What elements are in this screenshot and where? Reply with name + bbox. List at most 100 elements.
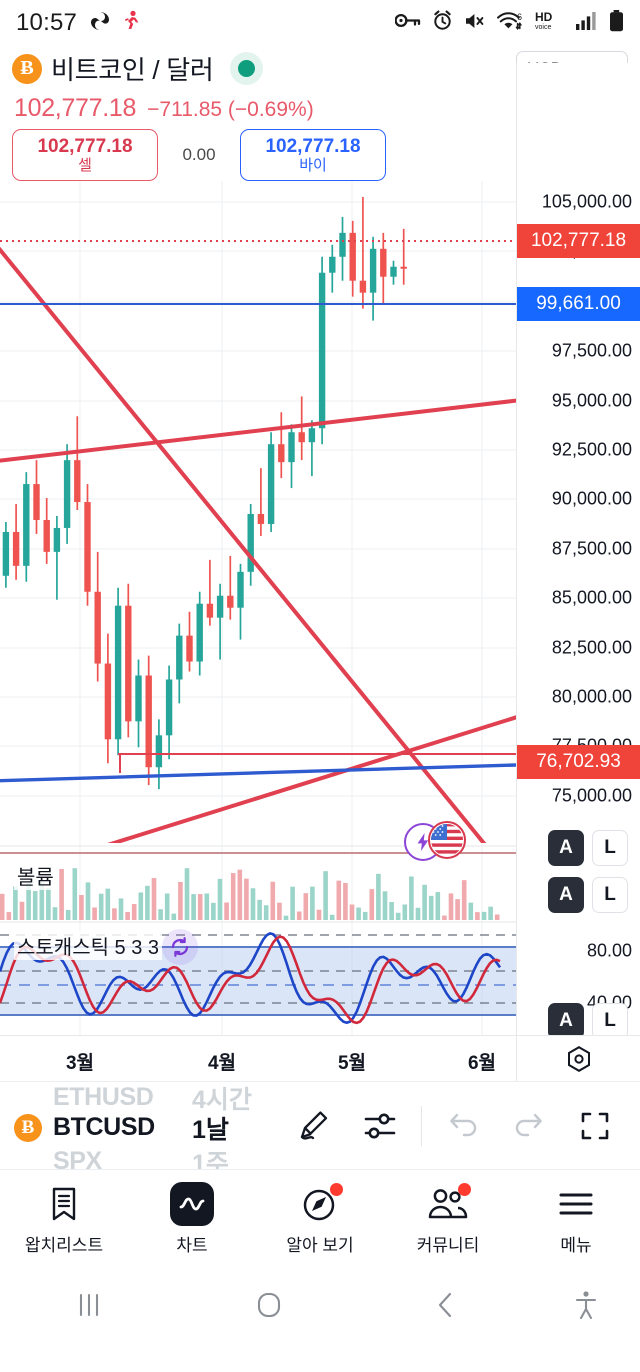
status-bar-system-icons: 6 HD voice (394, 9, 624, 36)
auto-scale-button-volume[interactable]: A (548, 877, 584, 913)
time-scale[interactable]: 3월 4월 5월 6월 (0, 1035, 640, 1082)
bottom-navigation[interactable]: 왑치리스트 차트 알아 보기 커뮤니티 메뉴 (0, 1169, 640, 1269)
nav-menu[interactable]: 메뉴 (512, 1184, 640, 1256)
log-scale-button-stoch-fast[interactable]: L (592, 1003, 628, 1039)
us-flag-event-icon[interactable] (428, 821, 466, 859)
last-price: 102,777.18 (14, 94, 137, 122)
price-tick-9: 82,500.00 (551, 637, 632, 658)
nav-community-label: 커뮤니티 (416, 1235, 480, 1255)
buy-button[interactable]: 102,777.18 바이 (240, 129, 386, 181)
spread-value: 0.00 (182, 145, 216, 164)
auto-scale-button-main[interactable]: A (548, 830, 584, 866)
home-icon[interactable] (177, 1291, 360, 1319)
signal-icon (576, 11, 598, 34)
wifi-6-icon: 6 (497, 11, 524, 35)
symbol-interval-active[interactable]: 1날 (192, 1115, 229, 1144)
settings-sliders-icon[interactable] (349, 1095, 411, 1157)
symbol-ticker-next: SPX (53, 1147, 102, 1169)
price-tick-3: 97,500.00 (551, 340, 632, 361)
undo-icon[interactable] (432, 1095, 494, 1157)
price-tick-8: 85,000.00 (551, 587, 632, 608)
price-tick-0: 105,000.00 (541, 191, 632, 212)
people-icon (426, 1182, 471, 1224)
chart-settings-icon[interactable] (516, 1036, 640, 1082)
nav-chart[interactable]: 차트 (128, 1181, 256, 1256)
blue-level-badge[interactable]: 99,661.00 (517, 287, 640, 321)
nav-community[interactable]: 커뮤니티 (384, 1182, 512, 1256)
chart-wave-icon (170, 1181, 214, 1226)
compass-icon (298, 1182, 343, 1224)
chart-canvas[interactable] (0, 63, 640, 1081)
volume-series (0, 868, 500, 920)
sell-button[interactable]: 102,777.18 셀 (12, 129, 158, 181)
log-scale-button-volume[interactable]: L (592, 877, 628, 913)
scale-toggle-main[interactable]: A L (548, 830, 628, 866)
stoch-level-80: 80.00 (586, 940, 632, 961)
nav-menu-label: 메뉴 (560, 1235, 592, 1255)
hamburger-icon (554, 1184, 598, 1224)
nav-active-indicator (170, 1181, 214, 1226)
accessibility-icon[interactable] (531, 1290, 640, 1320)
toolbar-divider (421, 1105, 422, 1146)
mute-icon (464, 11, 486, 35)
toolbar-icons[interactable] (283, 1095, 626, 1157)
time-tick-2: 5월 (337, 1053, 367, 1074)
stoch-fast-k-line (0, 932, 502, 1025)
chart-area[interactable]: 볼륨 스토캐스틱 5 3 3 스토캐스틱 10 6 6 105,000.00 1… (0, 63, 640, 1139)
chart-toolbar[interactable]: ETHUSD 4시간 Ƀ BTCUSD 1날 SPX 1주 (0, 1081, 640, 1169)
time-tick-1: 4월 (207, 1053, 237, 1074)
time-tick-3: 6월 (467, 1053, 497, 1074)
bitcoin-coin-small-icon: Ƀ (14, 1113, 42, 1142)
price-tick-7: 87,500.00 (551, 538, 632, 559)
refresh-icon-stochastic-fast[interactable] (162, 929, 198, 965)
auto-scale-button-stoch-fast[interactable]: A (548, 1003, 584, 1039)
time-tick-0: 3월 (65, 1053, 95, 1074)
svg-text:voice: voice (535, 24, 551, 31)
stoch-fast-d-line (0, 935, 501, 1025)
status-bar-clock: 10:57 (16, 8, 78, 36)
buy-price: 102,777.18 (265, 135, 361, 157)
swirl-icon (88, 9, 112, 37)
symbol-interval-picker[interactable]: ETHUSD 4시간 Ƀ BTCUSD 1날 SPX 1주 (14, 1082, 275, 1169)
sell-label: 셀 (78, 156, 92, 174)
pane-title-volume[interactable]: 볼륨 (14, 861, 57, 890)
nav-discover-label: 알아 보기 (286, 1235, 354, 1255)
symbol-interval-prev: 4시간 (192, 1085, 252, 1114)
red-level-badge[interactable]: 76,702.93 (517, 745, 640, 779)
market-open-dot (237, 60, 255, 77)
buy-label: 바이 (299, 156, 327, 174)
symbol-row-prev[interactable]: ETHUSD 4시간 (14, 1082, 314, 1116)
sell-price: 102,777.18 (37, 135, 133, 157)
redo-icon[interactable] (498, 1095, 560, 1157)
nav-watchlist[interactable]: 왑치리스트 (0, 1184, 128, 1256)
pencil-icon[interactable] (283, 1095, 345, 1157)
symbol-icon-placeholder (14, 1084, 42, 1112)
log-scale-button-main[interactable]: L (592, 830, 628, 866)
recents-icon[interactable] (0, 1292, 177, 1318)
trade-buttons-row: 102,777.18 셀 0.00 102,777.18 바이 (0, 123, 640, 181)
pane-title-stochastic-fast[interactable]: 스토캐스틱 5 3 3 (14, 931, 163, 960)
android-navigation-bar[interactable] (0, 1269, 640, 1341)
scale-toggle-stoch-fast[interactable]: A L (548, 1003, 628, 1039)
symbol-ticker-active[interactable]: BTCUSD (53, 1113, 155, 1141)
scale-toggle-volume[interactable]: A L (548, 877, 628, 913)
community-badge-dot (458, 1182, 471, 1196)
market-status-indicator[interactable] (229, 52, 263, 85)
candlestick-series (2, 196, 407, 790)
symbol-row-next[interactable]: SPX 1주 (14, 1144, 314, 1170)
fullscreen-icon[interactable] (564, 1095, 626, 1157)
price-tick-6: 90,000.00 (551, 488, 632, 509)
quote-row: 102,777.18 −711.85 (−0.69%) (0, 92, 640, 123)
battery-icon (609, 9, 624, 36)
symbol-interval-next: 1주 (192, 1149, 229, 1170)
price-scale[interactable]: 105,000.00 102,500.00 100,000.00 97,500.… (516, 63, 640, 1139)
symbol-icon-placeholder-2 (14, 1148, 42, 1170)
price-change: −711.85 (−0.69%) (147, 98, 314, 121)
back-icon[interactable] (360, 1291, 531, 1319)
price-tick-5: 92,500.00 (551, 439, 632, 460)
price-tick-4: 95,000.00 (551, 390, 632, 411)
symbol-row-active[interactable]: Ƀ BTCUSD 1날 (14, 1110, 314, 1146)
nav-discover[interactable]: 알아 보기 (256, 1182, 384, 1256)
price-tick-12: 75,000.00 (551, 785, 632, 806)
symbol-title[interactable]: 비트코인 / 달러 (51, 55, 214, 85)
